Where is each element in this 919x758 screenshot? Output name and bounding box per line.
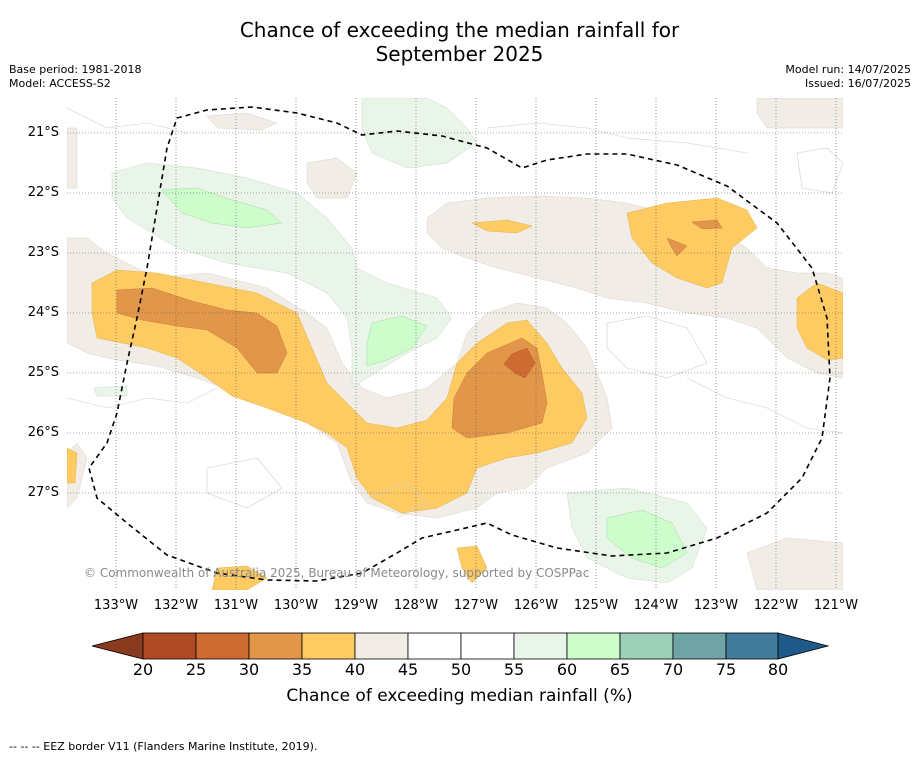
zone-25-30 (503, 347, 536, 379)
lon-label: 132°W (153, 598, 199, 613)
colorbar-tick: 40 (344, 660, 366, 679)
title-line-2: September 2025 (375, 42, 544, 66)
lon-label: 128°W (393, 598, 439, 613)
colorbar-tick: 20 (132, 660, 154, 679)
colorbar-label: Chance of exceeding median rainfall (%) (286, 686, 633, 706)
colorbar-tick: 45 (397, 660, 419, 679)
lat-label: 27°S (27, 485, 59, 500)
eez-border (88, 106, 831, 582)
footnote-text: -- -- -- EEZ border V11 (Flanders Marine… (9, 740, 318, 753)
lon-label: 122°W (753, 598, 799, 613)
colorbar-tick: 60 (556, 660, 578, 679)
lon-label: 121°W (813, 598, 859, 613)
colorbar-tick: 55 (503, 660, 525, 679)
colorbar-tick: 30 (238, 660, 260, 679)
lat-label: 23°S (27, 245, 59, 260)
colorbar-bin (672, 632, 727, 660)
lon-label: 123°W (693, 598, 739, 613)
colorbar (91, 632, 830, 660)
colorbar-tick: 65 (609, 660, 631, 679)
colorbar-tick: 70 (662, 660, 684, 679)
lat-label: 26°S (27, 425, 59, 440)
issued-text: Issued: 16/07/2025 (804, 77, 911, 90)
model-run-text: Model run: 14/07/2025 (785, 63, 911, 76)
lat-label: 22°S (27, 185, 59, 200)
colorbar-bin (407, 632, 462, 660)
grid-lines (67, 98, 843, 590)
title-line-1: Chance of exceeding the median rainfall … (239, 18, 680, 42)
colorbar-arrow-high (777, 632, 830, 660)
colorbar-bin (301, 632, 356, 660)
copyright-text: © Commonwealth of Australia 2025, Bureau… (84, 566, 590, 580)
base-period-text: Base period: 1981-2018 (9, 63, 142, 76)
colorbar-tick: 75 (715, 660, 737, 679)
lon-label: 131°W (213, 598, 259, 613)
colorbar-bin (619, 632, 674, 660)
colorbar-bin (142, 632, 197, 660)
lon-label: 129°W (333, 598, 379, 613)
colorbar-tick: 80 (767, 660, 789, 679)
meta-right: Model run: 14/07/2025 Issued: 16/07/2025 (785, 63, 911, 91)
colorbar-bin (566, 632, 621, 660)
colorbar-tick: 35 (291, 660, 313, 679)
colorbar-bin (195, 632, 250, 660)
lon-label: 133°W (93, 598, 139, 613)
colorbar-bin (513, 632, 568, 660)
colorbar-arrow-low (91, 632, 144, 660)
lon-label: 126°W (513, 598, 559, 613)
lat-label: 21°S (27, 125, 59, 140)
colorbar-bin (725, 632, 779, 660)
colorbar-tick: 25 (185, 660, 207, 679)
colorbar-bin (248, 632, 303, 660)
colorbar-tick: 50 (450, 660, 472, 679)
lon-label: 124°W (633, 598, 679, 613)
colorbar-bin (354, 632, 409, 660)
model-text: Model: ACCESS-S2 (9, 77, 111, 90)
lon-label: 125°W (573, 598, 619, 613)
colorbar-bin (460, 632, 515, 660)
map-title: Chance of exceeding the median rainfall … (0, 18, 919, 66)
lat-label: 24°S (27, 305, 59, 320)
lon-label: 127°W (453, 598, 499, 613)
lat-label: 25°S (27, 365, 59, 380)
meta-left: Base period: 1981-2018 Model: ACCESS-S2 (9, 63, 141, 91)
lon-label: 130°W (273, 598, 319, 613)
rainfall-map (67, 98, 843, 590)
